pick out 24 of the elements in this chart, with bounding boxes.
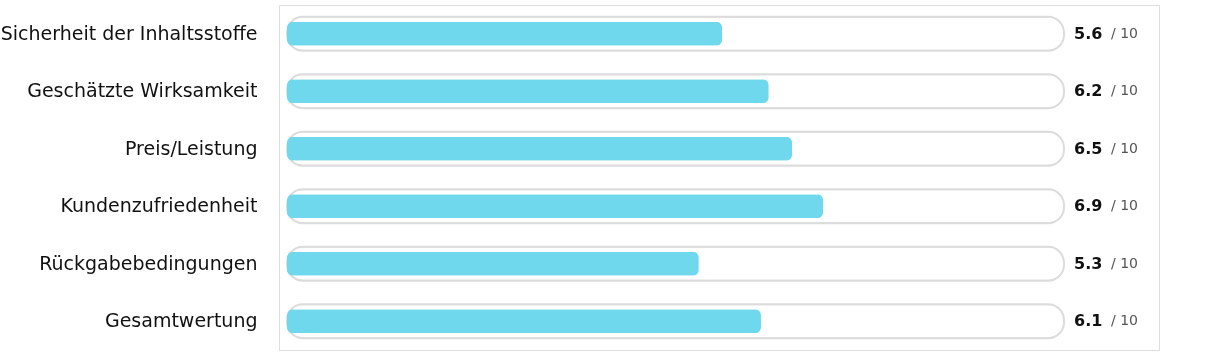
data-label: / 10 xyxy=(1111,82,1138,99)
data-label: 6.2 xyxy=(1074,81,1103,101)
data-label: / 10 xyxy=(1111,254,1138,271)
y-tick-label: Gesamtwertung xyxy=(104,309,258,332)
bar xyxy=(287,136,793,161)
bar xyxy=(287,21,723,46)
y-tick-label: Geschätzte Wirksamkeit xyxy=(27,79,258,102)
data-label: 6.9 xyxy=(1074,196,1103,216)
data-label: / 10 xyxy=(1111,139,1138,156)
bar xyxy=(287,79,769,104)
bar xyxy=(287,251,699,276)
y-tick-label: Preis/Leistung xyxy=(125,136,258,159)
data-label: / 10 xyxy=(1111,312,1138,329)
data-label: 6.5 xyxy=(1074,138,1103,158)
y-tick-label: Sicherheit der Inhaltsstoffe xyxy=(0,21,258,44)
data-label: / 10 xyxy=(1111,197,1138,214)
data-label: 5.6 xyxy=(1074,23,1103,43)
data-label: 6.1 xyxy=(1074,311,1103,331)
data-label: / 10 xyxy=(1111,24,1138,41)
bar xyxy=(287,309,761,334)
data-label: 5.3 xyxy=(1074,253,1103,273)
y-tick-label: Rückgabebedingungen xyxy=(39,251,258,274)
y-tick-label: Kundenzufriedenheit xyxy=(60,194,258,217)
bar xyxy=(287,194,824,219)
